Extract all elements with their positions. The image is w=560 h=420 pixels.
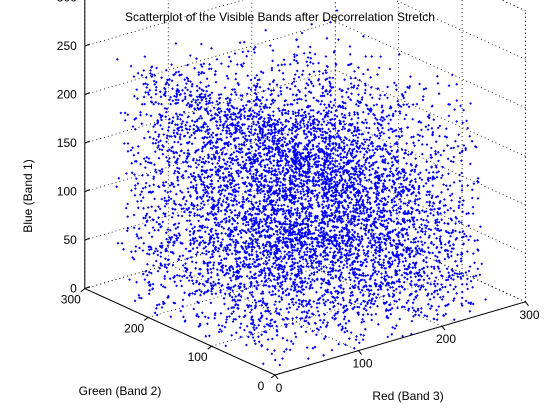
axes-frame <box>80 0 529 380</box>
x-tick-label: 0 <box>276 381 283 395</box>
point-cloud <box>115 9 488 367</box>
y-tick-label: 100 <box>188 350 208 364</box>
z-tick-mark <box>84 189 90 193</box>
y-axis-label: Green (Band 2) <box>79 384 162 398</box>
y-axis-line <box>84 288 276 376</box>
scatter-points <box>115 9 488 367</box>
x-tick-label: 300 <box>519 308 539 322</box>
y-tick-label: 0 <box>258 379 265 393</box>
x-tick-mark <box>525 301 529 307</box>
z-axis-label: Blue (Band 1) <box>21 159 35 232</box>
z-tick-label: 0 <box>70 282 77 296</box>
x-axis-line <box>274 301 526 376</box>
z-tick-label: 50 <box>63 233 77 247</box>
box-edge <box>335 215 526 303</box>
grid-line <box>335 21 526 109</box>
z-tick-label: 100 <box>57 185 77 199</box>
z-tick-mark <box>84 286 90 290</box>
x-tick-mark <box>441 325 446 331</box>
y-tick-mark <box>207 345 212 350</box>
y-tick-label: 200 <box>124 321 144 335</box>
z-tick-label: 250 <box>57 39 77 53</box>
z-tick-mark <box>84 237 90 241</box>
x-tick-mark <box>358 350 362 355</box>
x-tick-label: 100 <box>352 357 372 371</box>
grid-line <box>251 239 443 327</box>
y-tick-mark <box>80 288 86 293</box>
grid-line <box>393 0 526 60</box>
y-tick-label: 300 <box>61 293 81 307</box>
grid-line <box>168 263 359 351</box>
z-tick-mark <box>84 43 90 47</box>
x-tick-mark <box>274 374 279 380</box>
z-tick-mark <box>84 140 90 144</box>
y-tick-mark <box>270 374 276 379</box>
x-axis-label: Red (Band 3) <box>372 389 443 403</box>
grid-line <box>335 118 526 206</box>
z-tick-label: 300 <box>57 0 77 5</box>
y-tick-mark <box>143 316 149 321</box>
tick-labels: 01002003000100200300050100150200250300 <box>57 0 540 395</box>
chart-title: Scatterplot of the Visible Bands after D… <box>125 10 435 24</box>
x-tick-label: 200 <box>436 332 456 346</box>
z-tick-label: 150 <box>57 136 77 150</box>
z-tick-mark <box>84 92 90 96</box>
z-tick-label: 200 <box>57 88 77 102</box>
grid-line <box>335 69 526 157</box>
